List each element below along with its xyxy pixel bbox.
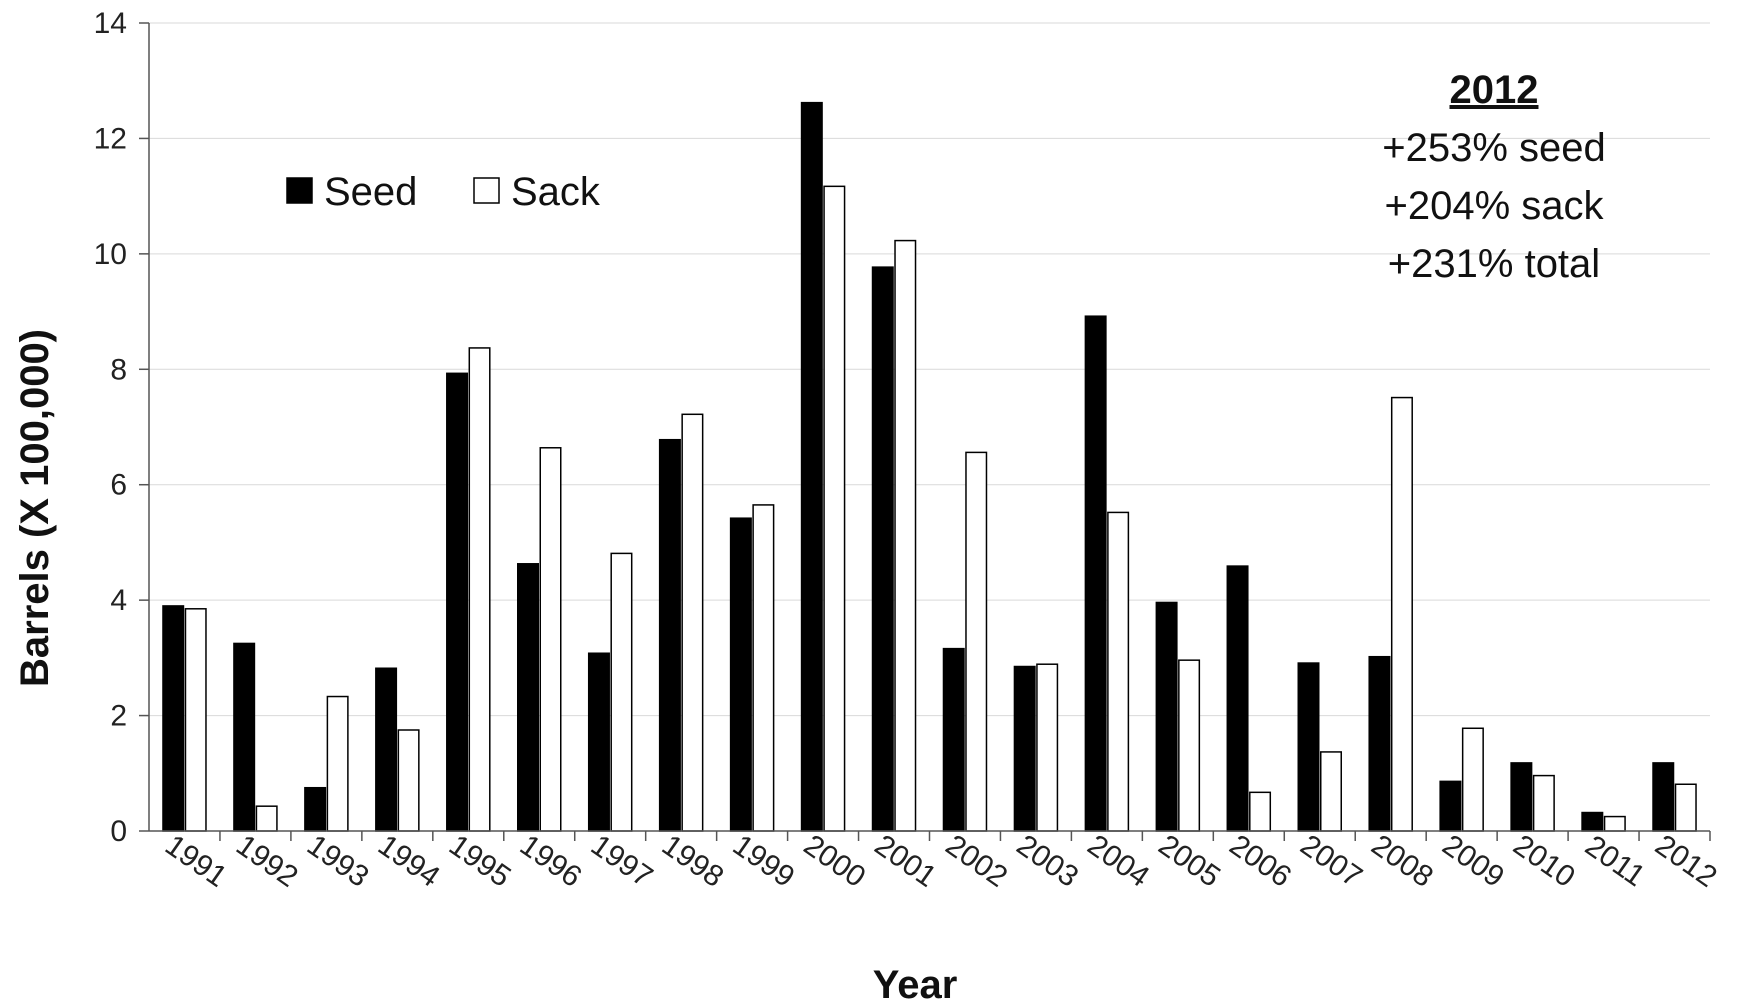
bar-sack-2011 — [1603, 815, 1626, 832]
bar-seed-2008 — [1368, 655, 1391, 832]
bar-sack-1992 — [255, 805, 278, 832]
y-tick-label-4: 4 — [110, 584, 127, 617]
bar-seed-1997 — [587, 652, 610, 832]
x-tick-label-2002: 2002 — [940, 829, 1014, 894]
bar-seed-2006 — [1226, 565, 1249, 832]
bar-sack-2012 — [1674, 783, 1697, 832]
bar-sack-1994 — [397, 729, 420, 832]
x-tick-label-1997: 1997 — [585, 829, 659, 894]
y-tick-label-14: 14 — [94, 7, 127, 40]
y-tick-label-2: 2 — [110, 700, 127, 733]
y-tick-label-10: 10 — [94, 238, 127, 271]
bar-seed-1994 — [375, 667, 398, 832]
annotation-line-total: +231% total — [1388, 242, 1600, 286]
legend-swatch-seed — [286, 177, 313, 204]
bar-sack-2001 — [894, 239, 917, 832]
y-axis-title: Barrels (X 100,000) — [13, 329, 57, 687]
bar-seed-2007 — [1297, 662, 1320, 832]
annotation-line-seed: +253% seed — [1382, 126, 1606, 170]
bar-sack-2003 — [1036, 663, 1059, 832]
annotation-line-sack: +204% sack — [1384, 184, 1604, 228]
annotation-box: 2012 +253% seed +204% sack +231% total — [1382, 68, 1606, 286]
bar-sack-2006 — [1249, 791, 1272, 832]
bars — [162, 101, 1697, 832]
bar-sack-1999 — [752, 504, 775, 832]
x-tick-label-2001: 2001 — [869, 829, 943, 894]
x-tick-label-2011: 2011 — [1579, 829, 1651, 893]
bar-seed-2011 — [1581, 811, 1604, 832]
bar-seed-1996 — [517, 563, 539, 832]
bar-sack-2010 — [1532, 774, 1555, 832]
bar-seed-1999 — [729, 517, 752, 832]
bar-seed-2002 — [942, 647, 965, 832]
bar-sack-1998 — [681, 413, 704, 832]
x-tick-label-2004: 2004 — [1082, 829, 1156, 894]
x-tick-label-2007: 2007 — [1294, 829, 1368, 894]
bar-sack-1997 — [610, 552, 633, 832]
bar-sack-2009 — [1461, 727, 1484, 832]
x-tick-label-1999: 1999 — [727, 829, 801, 894]
bar-seed-2009 — [1439, 780, 1462, 832]
x-tick-label-1995: 1995 — [443, 829, 517, 894]
bar-sack-2002 — [965, 451, 988, 832]
legend-label-sack: Sack — [511, 170, 601, 214]
bar-seed-2004 — [1084, 315, 1107, 832]
x-tick-label-1998: 1998 — [656, 829, 730, 894]
x-tick-label-2003: 2003 — [1011, 829, 1085, 894]
x-tick-label-1992: 1992 — [230, 829, 304, 894]
bar-seed-2012 — [1652, 762, 1675, 832]
bar-sack-2008 — [1390, 396, 1413, 832]
x-tick-label-2009: 2009 — [1436, 829, 1510, 894]
x-tick-label-2005: 2005 — [1152, 829, 1226, 894]
y-tick-label-12: 12 — [94, 122, 127, 155]
bar-sack-1996 — [539, 447, 562, 832]
bar-seed-1992 — [233, 642, 256, 832]
gridlines — [149, 22, 1710, 717]
bar-seed-1995 — [446, 372, 469, 832]
x-tick-label-2008: 2008 — [1365, 829, 1439, 894]
bar-seed-1998 — [658, 438, 681, 832]
bar-sack-1993 — [326, 695, 349, 832]
bar-seed-1991 — [162, 605, 185, 832]
x-tick-label-1993: 1993 — [301, 829, 375, 894]
x-axis-title: Year — [873, 963, 958, 1006]
x-tick-label-2012: 2012 — [1649, 829, 1723, 894]
annotation-heading: 2012 — [1450, 68, 1539, 112]
y-tick-label-6: 6 — [110, 469, 127, 502]
bar-sack-2000 — [823, 185, 846, 832]
x-tick-label-1996: 1996 — [514, 829, 588, 894]
x-tick-label-2006: 2006 — [1223, 829, 1297, 894]
bar-sack-2004 — [1107, 511, 1130, 832]
axes — [139, 22, 1711, 841]
bar-seed-1993 — [304, 786, 327, 832]
legend-label-seed: Seed — [324, 170, 417, 214]
legend: Seed Sack — [286, 170, 601, 214]
bar-seed-2003 — [1013, 665, 1036, 832]
bar-sack-1995 — [468, 347, 491, 832]
bar-seed-2001 — [871, 266, 894, 832]
x-tick-label-2010: 2010 — [1507, 829, 1581, 894]
x-tick-label-1994: 1994 — [372, 829, 446, 894]
y-tick-label-8: 8 — [110, 353, 127, 386]
bar-seed-2000 — [800, 101, 823, 832]
y-tick-label-0: 0 — [110, 815, 127, 848]
bar-seed-2010 — [1510, 762, 1533, 832]
x-tick-label-1991: 1991 — [159, 829, 233, 894]
bar-seed-2005 — [1155, 601, 1178, 832]
x-tick-label-2000: 2000 — [798, 829, 872, 894]
legend-swatch-sack — [473, 177, 500, 204]
bar-sack-1991 — [184, 608, 207, 832]
bar-sack-2007 — [1320, 751, 1342, 832]
bar-sack-2005 — [1178, 659, 1201, 832]
